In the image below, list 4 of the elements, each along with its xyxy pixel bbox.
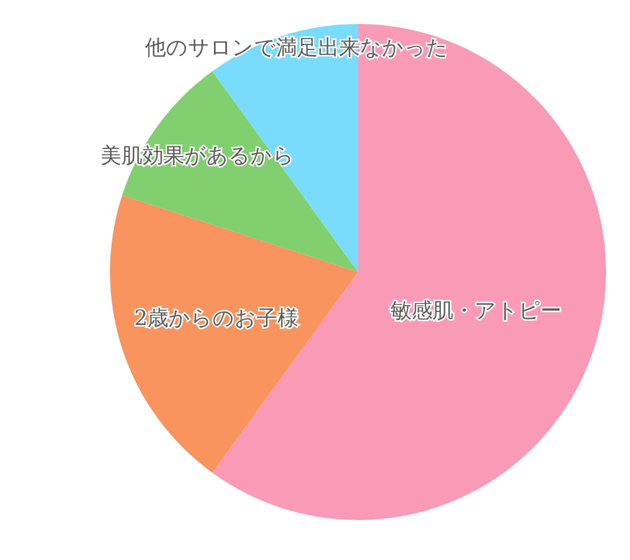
pie-slice: [122, 71, 358, 272]
slice-label: 敏感肌・アトピー: [390, 298, 562, 322]
pie-slice: [110, 195, 358, 473]
slice-label: 2歳からのお子様: [134, 306, 299, 330]
